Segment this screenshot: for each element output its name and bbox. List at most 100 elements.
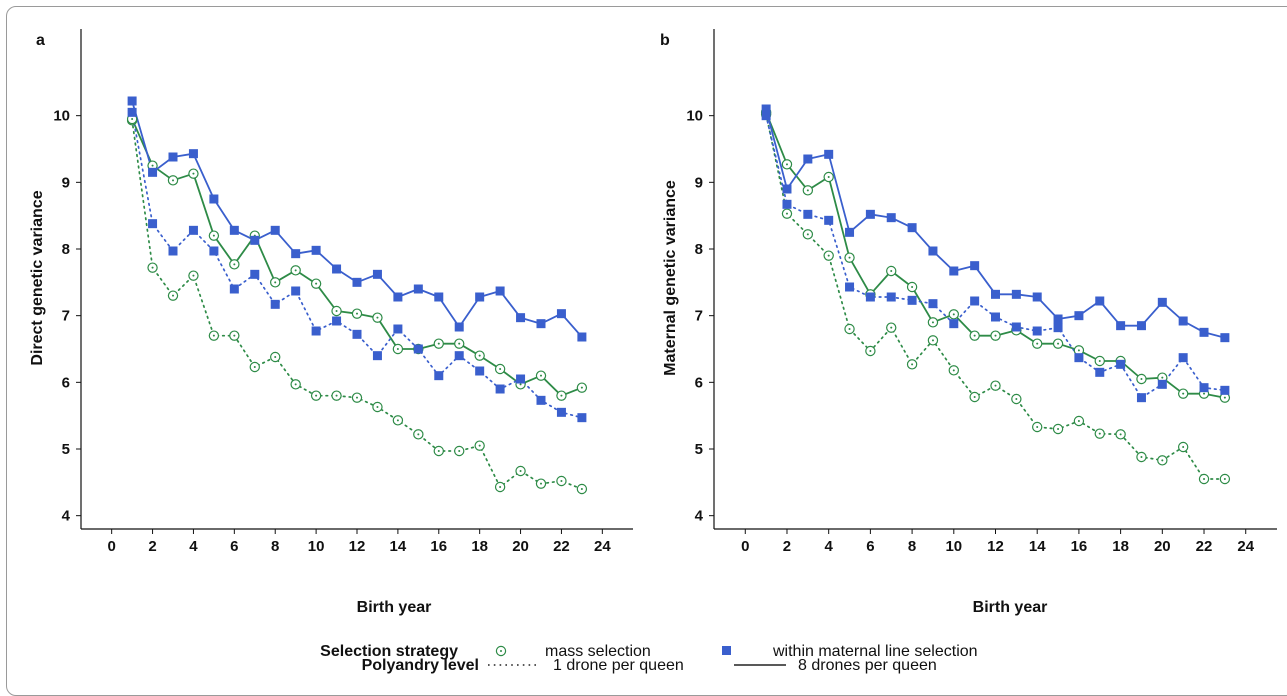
x-tick-label: 18 <box>471 538 488 555</box>
x-tick-label: 22 <box>1196 538 1213 555</box>
data-point-within <box>495 286 505 296</box>
data-point-within <box>229 284 239 294</box>
series-line-mass-eight-drones <box>131 118 583 397</box>
series-line-within-one-drone <box>131 111 583 419</box>
data-point-within <box>168 152 178 162</box>
x-tick-label: 4 <box>825 538 834 555</box>
data-point-within <box>865 292 875 302</box>
data-point-within <box>1074 311 1084 321</box>
x-tick-label: 6 <box>866 538 874 555</box>
data-point-mass <box>331 390 342 401</box>
data-point-within <box>536 319 546 329</box>
data-point-within <box>1032 326 1042 336</box>
data-point-within <box>127 107 137 117</box>
data-point-mass <box>802 185 814 196</box>
panel-b-y-axis-title: Maternal genetic variance <box>662 180 679 376</box>
data-point-mass <box>906 281 918 293</box>
data-point-mass <box>990 380 1001 391</box>
data-point-mass <box>392 415 404 426</box>
data-point-within <box>845 227 855 237</box>
data-point-within <box>556 309 566 319</box>
data-point-within <box>413 344 423 354</box>
data-point-mass <box>433 445 444 457</box>
y-tick-label: 5 <box>695 441 703 458</box>
data-point-mass <box>556 475 567 487</box>
data-point-within <box>1095 296 1105 306</box>
data-point-within <box>1157 297 1167 307</box>
data-point-within <box>991 289 1000 299</box>
data-point-within <box>803 154 813 164</box>
data-point-mass <box>1115 429 1126 440</box>
data-point-within <box>372 351 382 361</box>
data-point-mass <box>270 351 281 363</box>
data-point-mass <box>167 290 179 301</box>
data-point-within <box>372 269 382 279</box>
data-point-mass <box>1052 338 1064 349</box>
data-point-mass <box>372 401 383 413</box>
data-point-within <box>352 329 362 339</box>
data-point-within <box>188 225 198 235</box>
data-point-within <box>577 413 587 423</box>
data-point-within <box>1199 327 1209 337</box>
data-point-within <box>1220 385 1230 395</box>
data-point-mass <box>474 350 485 361</box>
x-tick-label: 2 <box>148 538 156 555</box>
data-point-within <box>332 316 342 326</box>
data-point-within <box>803 209 813 219</box>
x-tick-label: 10 <box>308 538 325 555</box>
data-point-within <box>907 223 917 233</box>
data-point-mass <box>886 322 897 333</box>
y-tick-label: 5 <box>62 441 70 458</box>
panel-b-x-axis-title: Birth year <box>973 599 1048 616</box>
data-point-within <box>332 264 342 274</box>
data-point-mass <box>208 330 220 341</box>
data-point-mass <box>1073 415 1085 427</box>
x-tick-label: 8 <box>271 538 279 555</box>
series-line-mass-one-drone <box>131 119 583 490</box>
data-point-within <box>188 149 198 159</box>
data-point-mass <box>576 382 588 393</box>
data-point-mass <box>1032 421 1043 433</box>
data-point-mass <box>1177 441 1189 453</box>
data-point-mass <box>948 309 959 320</box>
y-tick-label: 4 <box>695 508 704 525</box>
data-point-within <box>434 292 444 302</box>
data-point-mass <box>1052 423 1064 435</box>
data-point-within <box>1178 316 1188 326</box>
data-point-mass <box>886 265 897 277</box>
data-point-within <box>761 111 771 121</box>
data-point-mass <box>208 230 220 241</box>
data-point-within <box>1095 367 1105 377</box>
data-point-mass <box>167 175 179 186</box>
data-point-within <box>1116 359 1126 369</box>
data-point-mass <box>1219 473 1231 485</box>
data-point-mass <box>556 390 567 401</box>
data-point-mass <box>1094 355 1105 367</box>
x-tick-label: 0 <box>107 538 115 555</box>
data-point-mass <box>906 359 918 370</box>
data-point-mass <box>270 277 281 288</box>
data-point-mass <box>454 445 465 457</box>
data-point-within <box>886 292 896 302</box>
x-tick-label: 10 <box>945 538 962 555</box>
legend-mass-label: mass selection <box>545 643 651 660</box>
data-point-mass <box>1198 473 1210 485</box>
panel-a-x-axis-title: Birth year <box>357 599 432 616</box>
x-tick-label: 20 <box>512 538 529 555</box>
data-point-mass <box>249 361 260 373</box>
data-point-within <box>209 194 219 204</box>
y-tick-label: 9 <box>62 174 70 191</box>
y-tick-label: 6 <box>695 374 703 391</box>
data-point-within <box>1136 321 1146 331</box>
y-tick-label: 8 <box>695 241 703 258</box>
x-tick-label: 20 <box>1154 538 1171 555</box>
data-point-within <box>393 324 403 334</box>
panel-a-y-axis-title: Direct genetic variance <box>29 190 46 365</box>
x-tick-label: 0 <box>741 538 749 555</box>
x-tick-label: 24 <box>1237 538 1254 555</box>
legend-one-drone-label: 1 drone per queen <box>553 657 684 674</box>
data-point-within <box>209 246 219 256</box>
